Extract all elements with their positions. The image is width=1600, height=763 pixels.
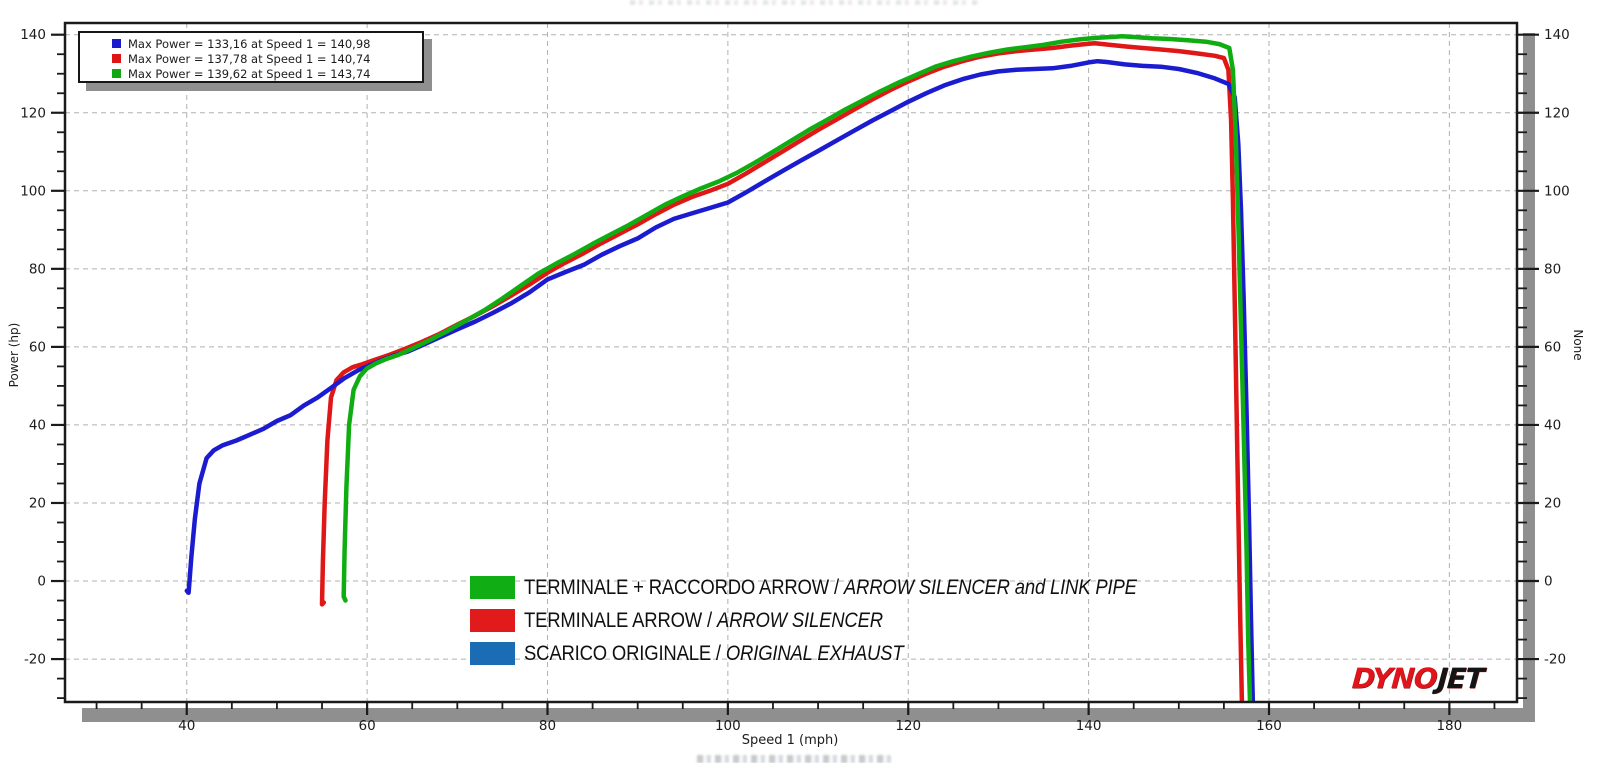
max-power-row-green: Max Power = 139,62 at Speed 1 = 143,74 — [112, 66, 422, 81]
power-curve — [319, 41, 1245, 701]
x-tick-label: 120 — [895, 718, 921, 734]
y-tick-label-right: -20 — [1544, 652, 1566, 668]
y-tick-label-left: 20 — [29, 495, 46, 511]
y-tick-label-left: 120 — [20, 105, 46, 121]
max-power-label-blue: Max Power = 133,16 at Speed 1 = 140,98 — [128, 36, 371, 51]
y-tick-label-left: 140 — [20, 27, 46, 43]
y-tick-label-right: 80 — [1544, 261, 1561, 277]
x-tick-label: 160 — [1256, 718, 1282, 734]
blue-series-marker — [112, 39, 121, 48]
cropped-caption-remnant — [697, 755, 893, 763]
y-tick-label-left: -20 — [24, 652, 46, 668]
green-swatch — [470, 576, 515, 599]
cropped-title-remnant — [630, 0, 980, 5]
max-power-label-green: Max Power = 139,62 at Speed 1 = 143,74 — [128, 66, 371, 81]
y-axis-title-left: Power (hp) — [7, 322, 21, 388]
exhaust-config-legend: TERMINALE + RACCORDO ARROW / ARROW SILEN… — [470, 576, 1220, 675]
legend-label-italic: ARROW SILENCER and LINK PIPE — [843, 575, 1137, 599]
legend-label-original: SCARICO ORIGINALE / ORIGINAL EXHAUST — [524, 641, 904, 666]
x-tick-label: 40 — [178, 718, 195, 734]
y-tick-label-right: 20 — [1544, 495, 1561, 511]
legend-row-original: SCARICO ORIGINALE / ORIGINAL EXHAUST — [470, 642, 1220, 665]
dynojet-logo-jet: JET — [1436, 662, 1485, 695]
y-tick-label-right: 100 — [1544, 183, 1570, 199]
legend-label-arrow-silencer: TERMINALE ARROW / ARROW SILENCER — [524, 609, 883, 633]
y-axis-title-right: None — [1571, 329, 1585, 361]
max-power-row-blue: Max Power = 133,16 at Speed 1 = 140,98 — [112, 36, 422, 51]
legend-label-italic: ORIGINAL EXHAUST — [725, 641, 904, 665]
power-curve — [184, 58, 1256, 701]
blue-swatch — [470, 642, 515, 665]
legend-label-main: TERMINALE ARROW / — [524, 608, 717, 632]
frame-shadow-right — [1523, 33, 1535, 722]
y-tick-label-left: 0 — [37, 574, 46, 590]
y-tick-label-right: 120 — [1544, 105, 1570, 121]
x-axis-title: Speed 1 (mph) — [741, 733, 839, 748]
legend-label-arrow-full: TERMINALE + RACCORDO ARROW / ARROW SILEN… — [524, 576, 1137, 600]
y-tick-label-right: 0 — [1544, 574, 1553, 590]
green-series-marker — [112, 69, 121, 78]
max-power-row-red: Max Power = 137,78 at Speed 1 = 140,74 — [112, 51, 422, 66]
x-tick-label: 80 — [539, 718, 556, 734]
dynojet-logo-dyno: DYNO — [1350, 662, 1438, 695]
y-tick-label-left: 60 — [29, 339, 46, 355]
legend-row-arrow-silencer: TERMINALE ARROW / ARROW SILENCER — [470, 609, 1220, 632]
power-curve — [341, 34, 1253, 701]
x-tick-label: 100 — [715, 718, 741, 734]
x-tick-label: 60 — [359, 718, 376, 734]
dynojet-logo: DYNOJET — [1351, 662, 1485, 695]
red-swatch — [470, 609, 515, 632]
x-tick-label: 180 — [1436, 718, 1462, 734]
legend-label-italic: ARROW SILENCER — [716, 608, 883, 632]
red-series-marker — [112, 54, 121, 63]
y-tick-label-right: 60 — [1544, 339, 1561, 355]
plot-frame — [63, 21, 1519, 704]
y-tick-label-left: 40 — [29, 417, 46, 433]
max-power-legend: Max Power = 133,16 at Speed 1 = 140,98 M… — [78, 31, 424, 83]
legend-label-main: SCARICO ORIGINALE / — [524, 641, 726, 665]
y-tick-label-left: 80 — [29, 261, 46, 277]
x-tick-label: 140 — [1076, 718, 1102, 734]
legend-row-arrow-full: TERMINALE + RACCORDO ARROW / ARROW SILEN… — [470, 576, 1220, 599]
frame-shadow-bottom — [82, 708, 1535, 722]
legend-label-main: TERMINALE + RACCORDO ARROW / — [524, 575, 844, 599]
y-tick-label-left: 100 — [20, 183, 46, 199]
y-tick-label-right: 40 — [1544, 417, 1561, 433]
max-power-label-red: Max Power = 137,78 at Speed 1 = 140,74 — [128, 51, 371, 66]
y-tick-label-right: 140 — [1544, 27, 1570, 43]
